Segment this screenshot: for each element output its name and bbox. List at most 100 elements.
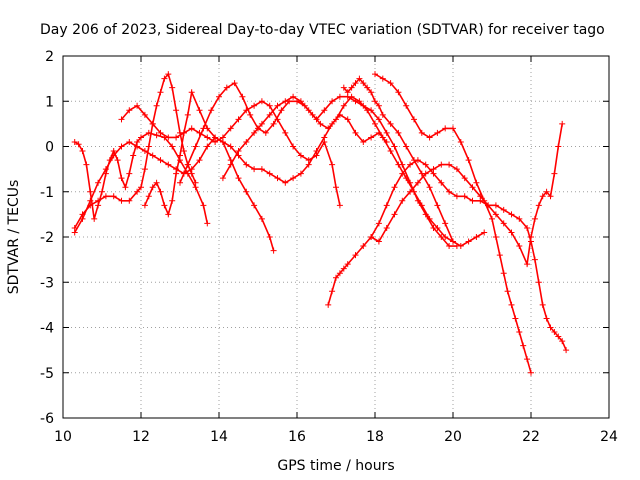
data-point (177, 179, 183, 186)
data-point (169, 143, 176, 150)
data-point (153, 102, 160, 109)
data-point (547, 324, 554, 331)
data-point (360, 243, 367, 250)
data-point (325, 125, 332, 132)
data-point (453, 193, 460, 200)
data-point (387, 148, 394, 155)
data-point (227, 161, 234, 168)
data-point (450, 125, 456, 132)
data-point (290, 93, 297, 100)
data-point (258, 120, 265, 127)
data-point (442, 220, 449, 227)
data-point (219, 138, 226, 145)
data-point (278, 107, 285, 114)
data-point (375, 220, 382, 227)
data-point (188, 125, 195, 132)
data-point (438, 161, 445, 168)
y-tick-label: 2 (45, 49, 54, 65)
data-point (266, 102, 273, 109)
data-point (180, 129, 187, 136)
data-point (333, 116, 339, 123)
data-point (95, 197, 102, 204)
data-point (258, 98, 265, 105)
data-point (500, 270, 507, 277)
series-sat-h (325, 157, 570, 354)
data-point (469, 184, 476, 191)
data-point (473, 234, 480, 240)
data-point (563, 347, 570, 354)
data-point (457, 138, 464, 145)
data-point (395, 89, 402, 96)
data-point (216, 93, 222, 100)
x-tick-label: 12 (132, 429, 150, 445)
data-point (500, 206, 507, 213)
data-point (535, 279, 542, 286)
data-point (524, 224, 531, 231)
data-point (531, 256, 538, 263)
data-point (102, 193, 109, 200)
data-point (227, 143, 234, 150)
x-axis-label: GPS time / hours (277, 458, 394, 474)
x-tick-label: 16 (288, 429, 306, 445)
data-point (340, 265, 347, 272)
data-point (87, 188, 94, 195)
data-point (375, 238, 382, 245)
data-point (130, 152, 137, 159)
data-point (333, 274, 339, 281)
data-point (492, 234, 499, 240)
data-point (492, 211, 499, 218)
x-tick-label: 22 (522, 429, 540, 445)
data-point (138, 184, 144, 191)
data-point (450, 238, 456, 245)
data-point (344, 89, 351, 96)
y-tick-label: 1 (45, 94, 54, 110)
data-point (270, 120, 277, 127)
data-point (336, 270, 343, 277)
data-point (368, 89, 375, 96)
data-point (403, 102, 410, 109)
data-point (430, 224, 437, 231)
data-point (379, 134, 386, 141)
data-point (504, 288, 511, 295)
data-point (247, 111, 254, 118)
data-point (391, 143, 398, 150)
data-point (110, 193, 117, 200)
data-point (461, 193, 468, 200)
data-point (340, 102, 347, 109)
data-point (453, 243, 460, 250)
data-point (169, 84, 176, 91)
data-point (512, 315, 519, 322)
data-point (313, 148, 320, 155)
data-point (200, 202, 207, 209)
data-point (231, 80, 238, 87)
data-point (383, 129, 390, 136)
data-point (149, 152, 156, 159)
data-point (235, 148, 242, 155)
data-point (352, 252, 359, 259)
data-point (184, 111, 191, 118)
data-point (559, 120, 566, 127)
data-point (559, 338, 566, 345)
data-point (91, 215, 98, 222)
data-point (375, 116, 382, 123)
data-point (239, 93, 246, 100)
data-point (204, 143, 211, 150)
y-tick-label: -3 (40, 275, 54, 291)
data-point (102, 166, 109, 173)
data-point (461, 175, 468, 182)
data-point (243, 188, 250, 195)
data-point (481, 197, 488, 204)
data-point (165, 161, 172, 168)
data-point (321, 107, 328, 114)
data-point (165, 134, 172, 141)
data-point (235, 116, 242, 123)
data-point (165, 211, 172, 218)
data-point (75, 141, 82, 148)
data-point (329, 98, 336, 105)
data-point (481, 229, 488, 236)
data-point (551, 329, 558, 336)
data-point (411, 116, 417, 123)
data-point (383, 224, 390, 231)
data-point (422, 161, 429, 168)
y-tick-label: -6 (40, 411, 54, 427)
